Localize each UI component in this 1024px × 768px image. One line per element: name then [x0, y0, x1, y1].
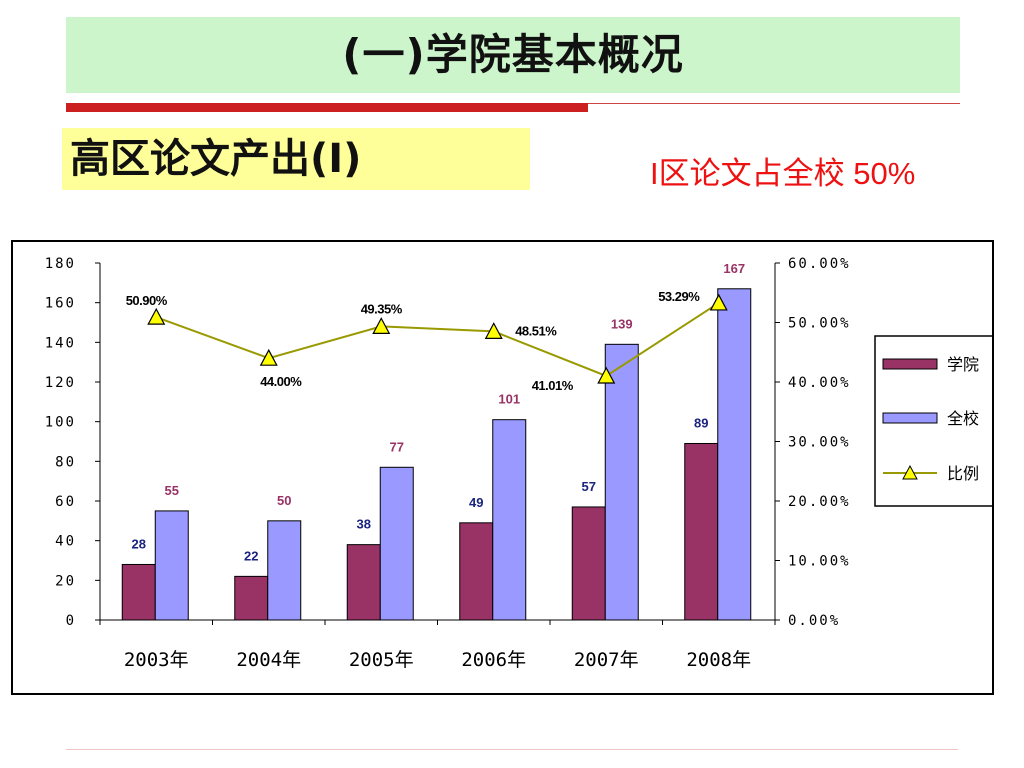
- legend-label-college: 学院: [947, 355, 979, 374]
- bar-college: [234, 575, 269, 621]
- slide-title: (一)学院基本概况: [342, 30, 684, 79]
- y-right-tick-label: 0.00%: [788, 613, 840, 629]
- bar-school: [379, 466, 414, 621]
- bar-school: [604, 343, 639, 621]
- footer-rule: [66, 749, 958, 750]
- ratio-marker: [597, 366, 616, 384]
- data-label-college: 89: [694, 415, 708, 430]
- y-left-tick-label: 160: [45, 296, 76, 312]
- title-underline-red: [66, 103, 588, 112]
- y-left-tick-label: 140: [45, 335, 76, 351]
- data-label-ratio: 44.00%: [260, 374, 302, 389]
- data-label-ratio: 50.90%: [126, 293, 168, 308]
- bar-college: [571, 506, 606, 621]
- bar-college: [684, 442, 719, 621]
- y-right-tick-label: 40.00%: [788, 375, 851, 391]
- x-tick-label: 2004年: [236, 649, 301, 671]
- data-label-ratio: 49.35%: [361, 301, 403, 316]
- data-label-college: 22: [244, 548, 258, 563]
- data-label-ratio: 48.51%: [515, 323, 557, 338]
- x-tick-label: 2003年: [124, 649, 189, 671]
- legend-marker-ratio: [902, 464, 918, 480]
- ratio-marker: [709, 293, 728, 311]
- data-label-ratio: 41.01%: [532, 378, 574, 393]
- ratio-marker: [484, 322, 503, 339]
- y-left-tick-label: 120: [45, 375, 76, 391]
- highlight-note: I区论文占全校 50%: [650, 156, 916, 191]
- x-tick-label: 2005年: [349, 649, 414, 671]
- data-label-school: 50: [277, 493, 291, 508]
- x-tick-label: 2007年: [574, 649, 639, 671]
- data-label-ratio: 53.29%: [658, 289, 700, 304]
- bar-school: [267, 520, 302, 621]
- legend-swatch-college: [882, 358, 938, 370]
- y-right-tick-label: 10.00%: [788, 554, 851, 570]
- data-label-college: 49: [469, 495, 483, 510]
- title-bar: (一)学院基本概况: [66, 17, 960, 93]
- bar-college: [121, 563, 156, 621]
- y-left-tick-label: 0: [66, 613, 76, 629]
- bar-school: [154, 510, 189, 621]
- y-right-tick-label: 30.00%: [788, 435, 851, 451]
- data-label-school: 77: [390, 439, 404, 454]
- y-left-tick-label: 100: [45, 415, 76, 431]
- y-left-tick-label: 80: [55, 454, 76, 470]
- bar-college: [459, 522, 494, 621]
- data-label-college: 28: [132, 536, 146, 551]
- data-label-school: 101: [498, 392, 520, 407]
- data-label-school: 167: [723, 261, 745, 276]
- legend-label-ratio: 比例: [947, 464, 979, 483]
- data-label-school: 139: [611, 316, 633, 331]
- y-left-tick-label: 40: [55, 534, 76, 550]
- y-right-tick-label: 20.00%: [788, 494, 851, 510]
- legend-swatch-school: [882, 412, 938, 424]
- data-label-college: 38: [357, 517, 371, 532]
- title-underline-thin: [588, 103, 960, 104]
- subtitle-box: 高区论文产出(I): [62, 128, 530, 190]
- y-right-tick-label: 50.00%: [788, 316, 851, 332]
- bar-school: [492, 419, 527, 621]
- data-label-college: 57: [582, 479, 596, 494]
- combo-chart: 0 20 40 60 80 100 120 140 160 180 0.00% 10.00% 20.00…: [45, 256, 992, 671]
- data-label-school: 55: [165, 483, 179, 498]
- y-right-tick-label: 60.00%: [788, 256, 851, 272]
- bar-school: [717, 288, 752, 621]
- ratio-line: [155, 302, 720, 378]
- y-left-tick-label: 180: [45, 256, 76, 272]
- legend-label-school: 全校: [947, 409, 979, 428]
- slide-subtitle: 高区论文产出(I): [70, 136, 362, 182]
- ratio-marker: [147, 307, 166, 325]
- chart-frame: 0 20 40 60 80 100 120 140 160 180 0.00% 10.00% 20.00…: [11, 240, 994, 695]
- x-tick-label: 2006年: [461, 649, 526, 671]
- ratio-marker: [372, 317, 391, 334]
- bar-college: [346, 544, 381, 621]
- ratio-marker: [259, 348, 278, 366]
- y-left-tick-label: 20: [55, 573, 76, 589]
- x-tick-label: 2008年: [686, 649, 751, 671]
- y-left-tick-label: 60: [55, 494, 76, 510]
